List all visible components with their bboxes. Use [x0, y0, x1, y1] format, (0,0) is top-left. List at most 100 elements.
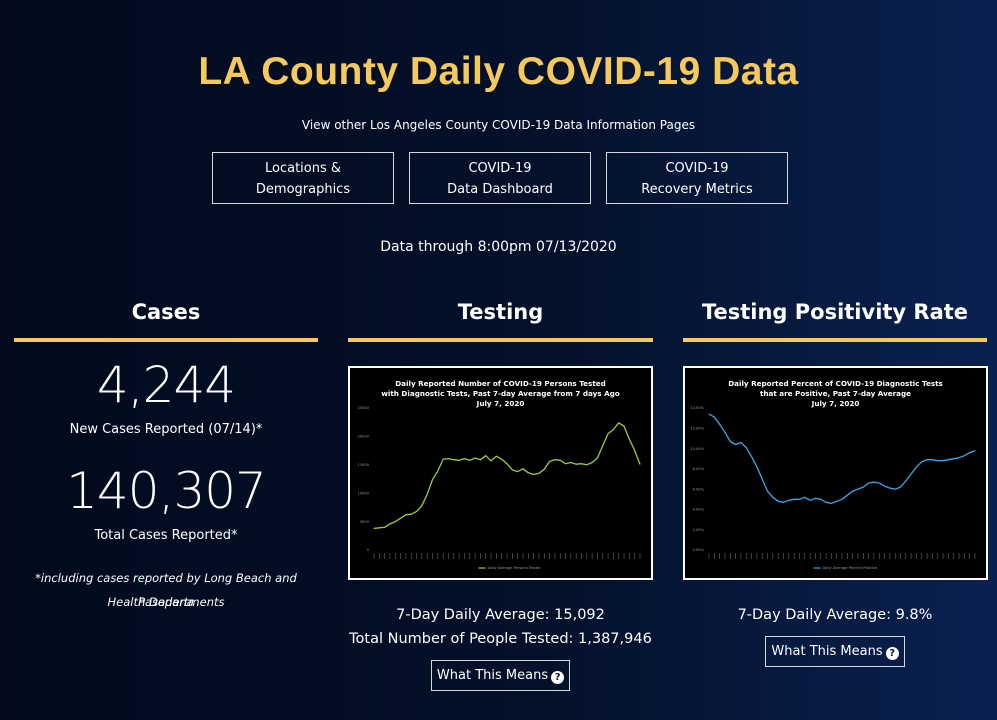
positivity-chart-data-point — [804, 496, 806, 498]
button-label: What This Means — [771, 644, 883, 659]
testing-chart-data-point — [453, 459, 455, 461]
cases-footnote-line2: Health Departments — [107, 595, 225, 609]
positivity-chart-data-point — [767, 490, 769, 492]
question-circle-icon: ? — [885, 647, 899, 660]
testing-chart-data-point — [469, 459, 471, 461]
testing-chart-data-point — [447, 458, 449, 460]
positivity-daily-average: 7-Day Daily Average: 9.8% — [737, 607, 933, 623]
testing-chart-data-point — [416, 510, 418, 512]
testing-daily-average: 7-Day Daily Average: 15,092 — [396, 607, 605, 623]
page-subtitle: View other Los Angeles County COVID-19 D… — [301, 118, 696, 132]
nav-button-data-dashboard[interactable]: COVID-19 Data Dashboard — [409, 152, 591, 204]
positivity-chart-data-point — [745, 447, 747, 449]
testing-chart-data-point — [394, 521, 396, 523]
testing-chart-data-point — [565, 463, 567, 465]
testing-chart-data-point — [426, 493, 428, 495]
positivity-chart-data-point — [958, 457, 960, 459]
testing-chart-data-point — [506, 463, 508, 465]
positivity-chart-data-point — [937, 460, 939, 462]
testing-chart-data-point — [405, 514, 407, 516]
testing-chart-data-point — [533, 473, 535, 475]
positivity-chart-data-point — [735, 444, 737, 446]
testing-chart-legend-label: Daily Average Persons Tested — [488, 566, 541, 570]
positivity-chart-data-point — [772, 496, 774, 498]
testing-heading: Testing — [457, 300, 544, 324]
positivity-chart-data-point — [756, 466, 758, 468]
positivity-chart-data-point — [862, 486, 864, 488]
cases-heading: Cases — [131, 300, 201, 324]
testing-chart-title-line: July 7, 2020 — [476, 399, 525, 408]
nav-button-label-line1: COVID-19 — [665, 161, 729, 176]
positivity-chart-data-point — [740, 441, 742, 443]
positivity-chart-data-point — [841, 498, 843, 500]
positivity-chart: Daily Reported Percent of COVID-19 Diagn… — [683, 366, 988, 580]
testing-chart-data-point — [517, 471, 519, 473]
testing-chart-svg: Daily Reported Number of COVID-19 Person… — [358, 379, 641, 570]
testing-chart-data-point — [378, 527, 380, 529]
total-cases-label: Total Cases Reported* — [94, 528, 238, 543]
testing-chart-data-point — [527, 472, 529, 474]
nav-button-label-line2: Recovery Metrics — [641, 182, 753, 197]
positivity-chart-data-point — [793, 498, 795, 500]
positivity-chart-title-line: July 7, 2020 — [811, 399, 860, 408]
positivity-chart-data-point — [751, 456, 753, 458]
nav-button-recovery-metrics[interactable]: COVID-19 Recovery Metrics — [606, 152, 788, 204]
nav-button-locations-demographics[interactable]: Locations & Demographics — [212, 152, 394, 204]
new-cases-count: 4,244 — [96, 356, 236, 414]
testing-chart-data-point — [490, 460, 492, 462]
positivity-chart-data-point — [782, 501, 784, 503]
positivity-chart-y-tick-label: 12.00% — [690, 426, 704, 430]
positivity-chart-data-point — [889, 487, 891, 489]
data-through-timestamp: Data through 8:00pm 07/13/2020 — [380, 239, 617, 255]
testing-chart-data-point — [522, 468, 524, 470]
testing-chart-data-point — [628, 438, 630, 440]
positivity-chart-legend-label: Daily Average Percent Positive — [823, 566, 878, 570]
testing-chart-y-tick-label: 20000 — [358, 435, 370, 439]
positivity-chart-data-point — [878, 482, 880, 484]
testing-chart-title-line: Daily Reported Number of COVID-19 Person… — [395, 379, 606, 388]
positivity-chart-data-point — [809, 499, 811, 501]
testing-chart-series-line — [373, 422, 641, 530]
testing-chart-data-point — [474, 457, 476, 459]
positivity-chart-data-point — [788, 499, 790, 501]
testing-chart-data-point — [463, 458, 465, 460]
nav-button-label-line1: COVID-19 — [468, 161, 532, 176]
testing-chart-y-tick-label: 15000 — [358, 463, 370, 467]
testing-chart-data-point — [586, 464, 588, 466]
testing-chart-y-tick-label: 25000 — [358, 406, 370, 410]
testing-chart-data-point — [634, 450, 636, 452]
testing-chart-data-point — [511, 469, 513, 471]
positivity-chart-y-tick-label: 10.00% — [690, 447, 704, 451]
testing-chart-data-point — [639, 463, 641, 465]
testing-chart-data-point — [602, 444, 604, 446]
positivity-chart-data-point — [724, 431, 726, 433]
total-cases-count: 140,307 — [66, 462, 267, 520]
positivity-chart-data-point — [947, 459, 949, 461]
testing-chart-data-point — [495, 455, 497, 457]
positivity-chart-data-point — [974, 450, 976, 452]
positivity-chart-data-point — [820, 498, 822, 500]
positivity-chart-data-point — [857, 488, 859, 490]
positivity-chart-data-point — [921, 461, 923, 463]
positivity-chart-data-point — [830, 502, 832, 504]
testing-chart-data-point — [618, 422, 620, 424]
testing-chart-data-point — [410, 513, 412, 515]
nav-button-label-line2: Data Dashboard — [447, 182, 553, 197]
testing-chart-data-point — [485, 455, 487, 457]
positivity-chart-title-line: that are Positive, Past 7-day Average — [760, 389, 911, 398]
positivity-chart-data-point — [798, 498, 800, 500]
testing-chart-y-tick-label: 10000 — [358, 491, 370, 495]
testing-what-this-means-button[interactable]: What This Means? — [431, 660, 570, 691]
testing-chart-data-point — [554, 459, 556, 461]
positivity-chart-data-point — [814, 497, 816, 499]
positivity-chart-y-tick-label: 0.00% — [693, 548, 705, 552]
positivity-what-this-means-button[interactable]: What This Means? — [765, 636, 905, 667]
testing-chart-data-point — [400, 517, 402, 519]
positivity-chart-data-point — [942, 460, 944, 462]
positivity-chart-series-line — [708, 413, 976, 504]
testing-chart: Daily Reported Number of COVID-19 Person… — [348, 366, 653, 580]
positivity-chart-data-point — [846, 494, 848, 496]
cases-footnote-line1: *including cases reported by Long Beach … — [35, 571, 297, 609]
testing-chart-data-point — [549, 460, 551, 462]
testing-chart-data-point — [559, 459, 561, 461]
